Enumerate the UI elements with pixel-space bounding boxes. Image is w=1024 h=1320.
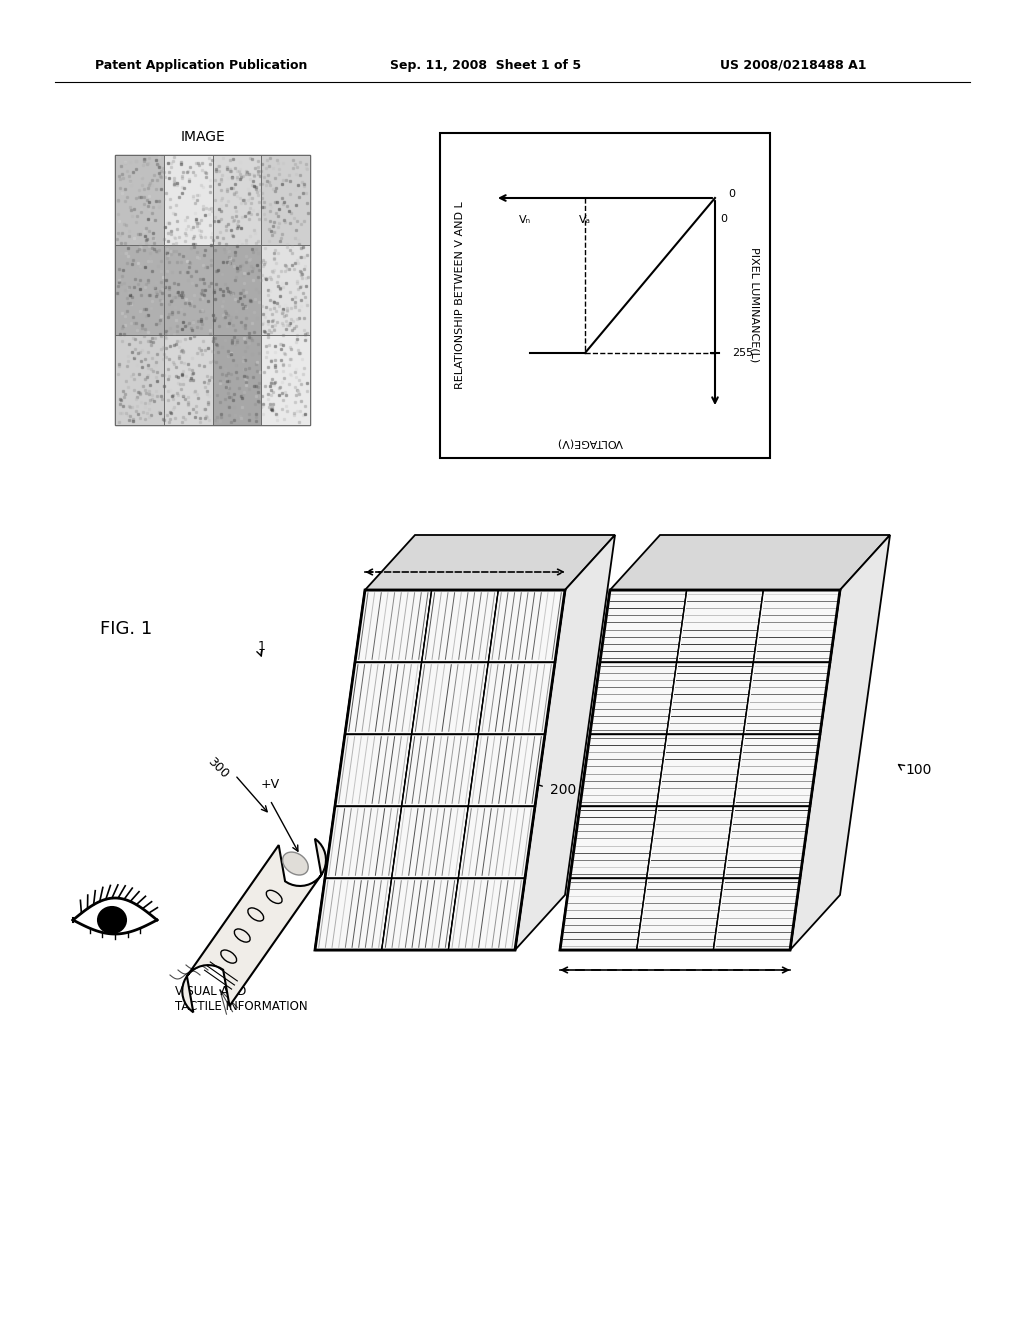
Bar — [261, 154, 310, 246]
Text: Vₙ: Vₙ — [519, 215, 531, 224]
Polygon shape — [714, 878, 800, 950]
Text: Sep. 11, 2008  Sheet 1 of 5: Sep. 11, 2008 Sheet 1 of 5 — [390, 58, 582, 71]
Text: 255: 255 — [732, 348, 753, 358]
Polygon shape — [610, 535, 890, 590]
Polygon shape — [560, 590, 840, 950]
Polygon shape — [315, 878, 391, 950]
Text: FIG. 1: FIG. 1 — [100, 620, 153, 638]
Polygon shape — [355, 590, 432, 663]
Polygon shape — [365, 535, 615, 590]
Polygon shape — [345, 663, 422, 734]
Polygon shape — [600, 590, 687, 663]
Polygon shape — [754, 590, 840, 663]
Text: 100: 100 — [905, 763, 932, 777]
Bar — [261, 335, 310, 425]
Polygon shape — [459, 807, 535, 878]
Polygon shape — [743, 663, 830, 734]
Bar — [115, 154, 310, 425]
Polygon shape — [637, 878, 723, 950]
Polygon shape — [580, 734, 667, 807]
Text: PIXEL LUMINANCE(L): PIXEL LUMINANCE(L) — [749, 247, 759, 363]
Polygon shape — [656, 734, 743, 807]
Bar — [164, 246, 213, 335]
Polygon shape — [468, 734, 545, 807]
Polygon shape — [790, 535, 890, 950]
Polygon shape — [733, 734, 820, 807]
Polygon shape — [401, 734, 478, 807]
Polygon shape — [315, 590, 565, 950]
Polygon shape — [73, 898, 157, 935]
Polygon shape — [488, 590, 565, 663]
Text: 0: 0 — [728, 189, 735, 199]
Polygon shape — [335, 734, 412, 807]
Polygon shape — [182, 838, 326, 1012]
Bar — [115, 246, 164, 335]
Bar — [261, 246, 310, 335]
Polygon shape — [560, 878, 647, 950]
Polygon shape — [422, 590, 499, 663]
Bar — [213, 246, 261, 335]
Text: k: k — [720, 921, 726, 932]
Polygon shape — [647, 807, 733, 878]
Polygon shape — [382, 878, 459, 950]
Text: RELATIONSHIP BETWEEN V AND L: RELATIONSHIP BETWEEN V AND L — [455, 201, 465, 389]
Polygon shape — [723, 807, 810, 878]
Text: 0: 0 — [720, 214, 727, 224]
Bar — [164, 154, 213, 246]
Polygon shape — [449, 878, 525, 950]
Text: VISUAL AND
TACTILE INFORMATION: VISUAL AND TACTILE INFORMATION — [175, 985, 307, 1012]
Polygon shape — [325, 807, 401, 878]
Polygon shape — [391, 807, 468, 878]
Ellipse shape — [283, 853, 308, 875]
Polygon shape — [412, 663, 488, 734]
Text: VOLTAGE(V): VOLTAGE(V) — [557, 438, 623, 447]
Bar — [213, 335, 261, 425]
Bar — [164, 335, 213, 425]
Polygon shape — [677, 590, 763, 663]
Ellipse shape — [98, 907, 126, 933]
Polygon shape — [667, 663, 754, 734]
Bar — [440, 133, 770, 458]
Text: 300: 300 — [206, 755, 231, 781]
Bar — [115, 154, 164, 246]
Text: 1: 1 — [258, 640, 266, 653]
Text: +V: +V — [260, 779, 280, 792]
Polygon shape — [570, 807, 656, 878]
Polygon shape — [478, 663, 555, 734]
Bar — [115, 335, 164, 425]
Polygon shape — [590, 663, 677, 734]
Text: 200: 200 — [550, 783, 577, 797]
Text: IMAGE: IMAGE — [180, 129, 225, 144]
Text: US 2008/0218488 A1: US 2008/0218488 A1 — [720, 58, 866, 71]
Text: Vₐ: Vₐ — [579, 215, 591, 224]
Bar — [213, 154, 261, 246]
Text: Patent Application Publication: Patent Application Publication — [95, 58, 307, 71]
Polygon shape — [515, 535, 615, 950]
